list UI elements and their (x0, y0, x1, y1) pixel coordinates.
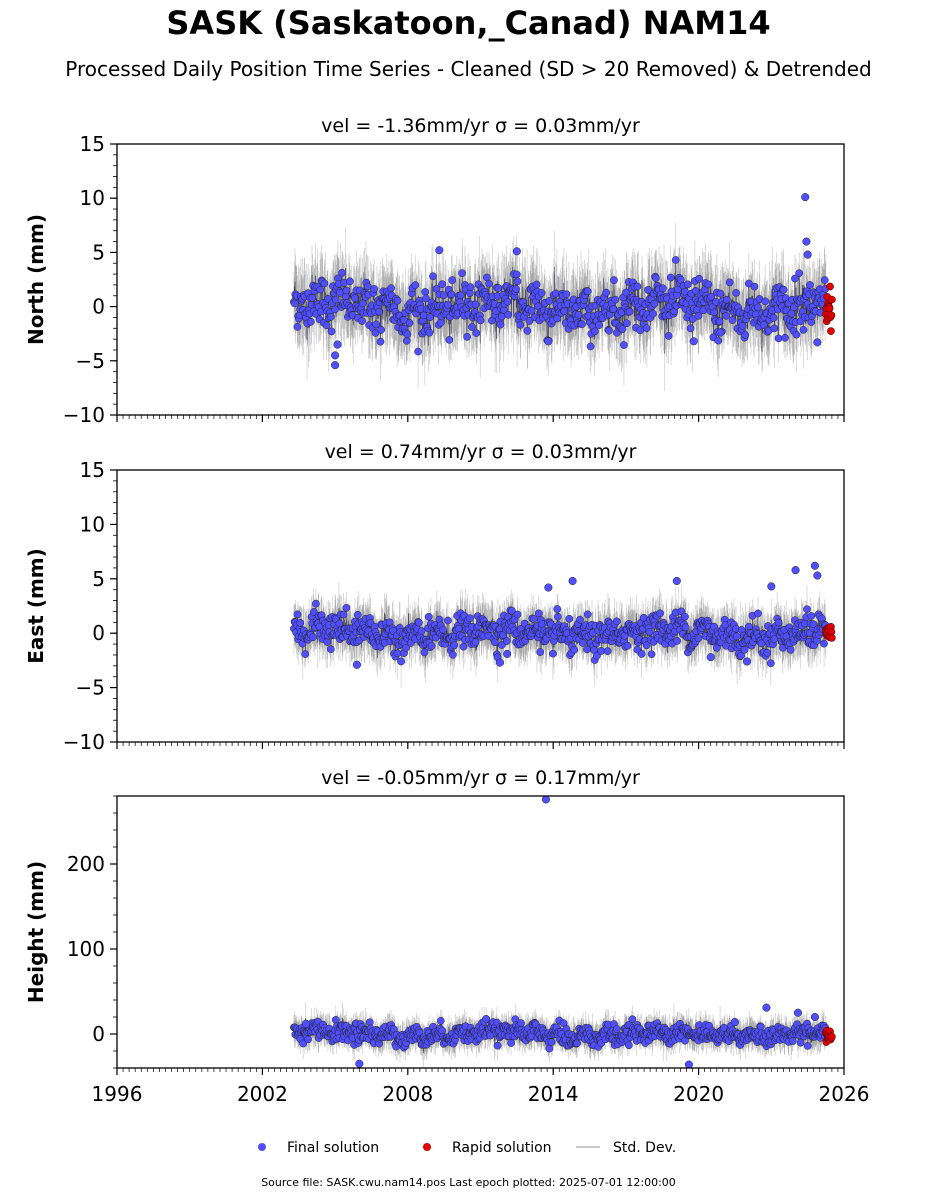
y-tick-label: 200 (67, 852, 105, 876)
source-footer: Source file: SASK.cwu.nam14.pos Last epo… (261, 1176, 676, 1189)
outlier-point (689, 337, 698, 346)
outlier-point (684, 1060, 693, 1068)
x-tick-label: 2008 (382, 1082, 433, 1106)
legend: Final solution Rapid solution Std. Dev. (258, 1140, 676, 1156)
outlier-point (541, 796, 550, 804)
legend-item-final: Final solution (258, 1140, 379, 1156)
outlier-point (503, 649, 512, 658)
panel-title: vel = 0.74mm/yr σ = 0.03mm/yr (325, 441, 637, 463)
outlier-point (333, 340, 342, 349)
panel-title: vel = -0.05mm/yr σ = 0.17mm/yr (321, 767, 640, 789)
outlier-point (495, 658, 504, 667)
outlier-point (813, 338, 822, 347)
panel-east: −10 −5 0 5 10 15 vel = 0.74mm/yr σ = 0.03mm/yr… (24, 441, 845, 754)
x-tick-label: 2026 (819, 1082, 870, 1106)
y-tick-label: 10 (80, 512, 105, 536)
y-tick-label: 5 (92, 240, 105, 264)
outlier-point (568, 576, 577, 586)
x-tick-label: 2020 (673, 1082, 724, 1106)
x-tick-label: 2002 (237, 1082, 288, 1106)
outlier-point (512, 247, 521, 256)
panel-north: −10 −5 0 5 10 15 vel = -1.36mm/yr σ = 0.03mm/y… (24, 115, 845, 427)
outlier-point (672, 576, 681, 586)
outlier-point (544, 337, 553, 346)
x-tick-label: 1996 (92, 1082, 143, 1106)
y-tick-label: −10 (63, 403, 105, 427)
chart-title: SASK (Saskatoon,_Canad) NAM14 (166, 4, 771, 42)
x-tick-label: 2014 (528, 1082, 579, 1106)
y-tick-label: 100 (67, 937, 105, 961)
y-tick-label: 15 (80, 458, 105, 482)
outlier-point (762, 1003, 771, 1012)
legend-marker (258, 1143, 266, 1151)
outlier-point (706, 653, 715, 662)
legend-item-stddev: Std. Dev. (576, 1140, 676, 1156)
outlier-point (793, 1008, 803, 1017)
y-tick-label: −5 (76, 349, 105, 373)
y-axis-label: Height (mm) (24, 861, 48, 1003)
y-tick-label: 5 (92, 567, 105, 591)
outlier-point (435, 246, 444, 255)
legend-label: Final solution (287, 1140, 379, 1156)
final-solution-points (290, 796, 830, 1068)
rapid-solution-points (821, 282, 836, 335)
y-axis-label: North (mm) (24, 214, 48, 345)
rapid-solution-points (821, 1026, 836, 1046)
outlier-point (331, 351, 340, 360)
y-tick-label: 10 (80, 186, 105, 210)
y-tick-label: −10 (63, 730, 105, 754)
outlier-point (331, 361, 340, 370)
outlier-point (810, 1012, 819, 1022)
legend-marker (423, 1143, 431, 1151)
rapid-solution-points (821, 622, 836, 642)
y-tick-label: 15 (80, 132, 105, 156)
outlier-point (767, 582, 776, 591)
outlier-point (803, 250, 812, 259)
outlier-point (813, 571, 822, 580)
legend-label: Rapid solution (452, 1140, 552, 1156)
panel-height: 0 100 200 1996 2002 2008 2014 2020 2026 vel = -0.… (24, 767, 869, 1106)
outlier-point (730, 1018, 740, 1027)
plot-area (290, 796, 836, 1068)
outlier-point (716, 328, 725, 337)
final-solution-points (290, 193, 830, 370)
y-axis-label: East (mm) (24, 548, 48, 664)
final-solution-points (290, 561, 830, 669)
panel-title: vel = -1.36mm/yr σ = 0.03mm/yr (321, 115, 640, 137)
outlier-point (352, 660, 361, 669)
outlier-point (810, 561, 819, 570)
chart-subtitle: Processed Daily Position Time Series - C… (65, 57, 872, 81)
plot-area (290, 561, 836, 688)
y-tick-label: 0 (92, 621, 105, 645)
legend-item-rapid: Rapid solution (423, 1140, 552, 1156)
outlier-point (802, 237, 811, 246)
plot-area (290, 193, 836, 391)
outlier-point (801, 193, 810, 202)
outlier-point (791, 566, 800, 575)
outlier-point (301, 1019, 311, 1028)
y-tick-label: 0 (92, 1022, 105, 1046)
outlier-point (743, 657, 752, 666)
legend-label: Std. Dev. (613, 1140, 676, 1156)
outlier-point (355, 1059, 364, 1068)
y-tick-label: 0 (92, 295, 105, 319)
y-tick-label: −5 (76, 676, 105, 700)
outlier-point (544, 583, 553, 592)
